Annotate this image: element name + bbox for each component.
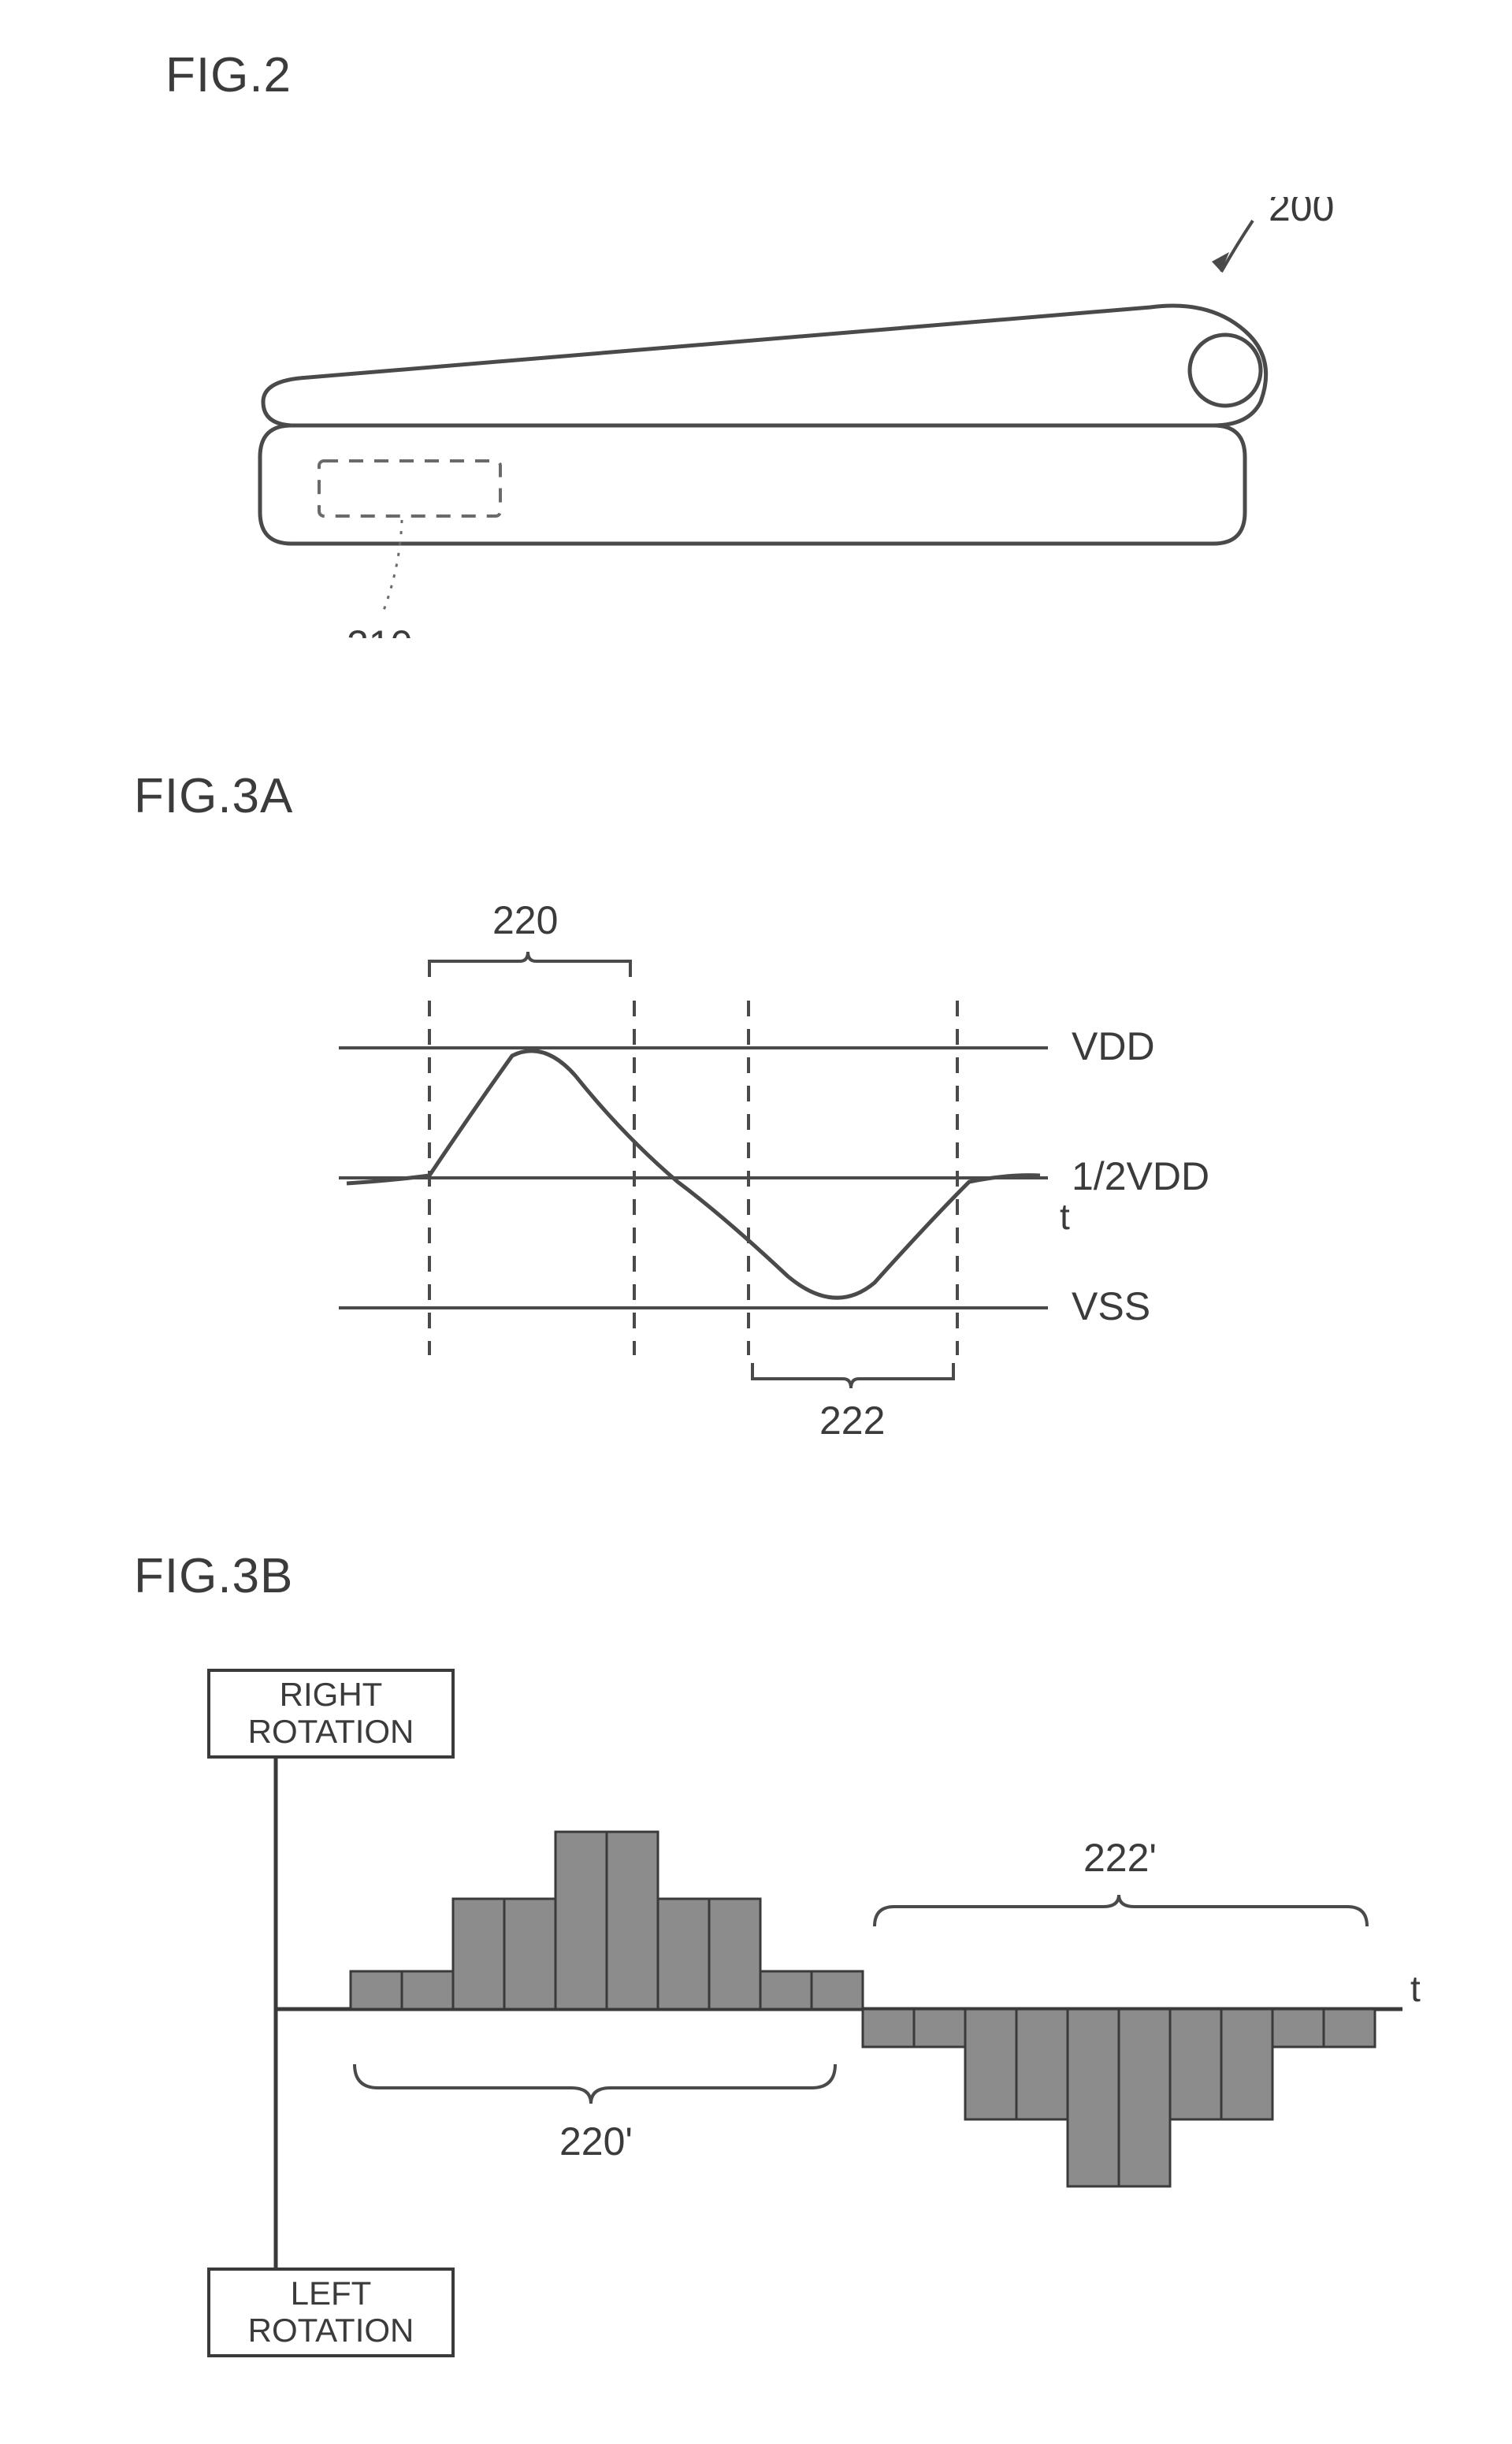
bracket-220p-text: 220'	[559, 2119, 633, 2164]
fig3a-drawing: 220 VDD 1/2VDD VSS t 222	[284, 890, 1308, 1458]
bar-up	[402, 1971, 453, 2009]
halfvdd-text: 1/2VDD	[1072, 1154, 1209, 1198]
t-text-3a: t	[1060, 1196, 1070, 1237]
bar-down	[863, 2009, 914, 2047]
left-rotation-box: LEFT ROTATION	[209, 2269, 453, 2356]
bar-down	[1221, 2009, 1272, 2119]
bar-up	[504, 1899, 555, 2009]
callout-200: 200	[1212, 197, 1334, 272]
fig2-drawing: 200 210	[205, 197, 1387, 638]
bar-up	[709, 1899, 760, 2009]
bar-down	[1119, 2009, 1170, 2186]
bar-up	[351, 1971, 402, 2009]
callout-200-text: 200	[1269, 197, 1334, 229]
right-rotation-box: RIGHT ROTATION	[209, 1670, 453, 1757]
bar-up	[812, 1971, 863, 2009]
bracket-220p: 220'	[355, 2064, 835, 2164]
bars	[351, 1832, 1375, 2186]
bar-down	[965, 2009, 1016, 2119]
page: FIG.2 200 210 FIG.3A	[0, 0, 1512, 2444]
device-lid	[263, 306, 1266, 425]
sensor-rect	[319, 461, 500, 516]
fig2-label: FIG.2	[165, 47, 292, 103]
fig3a-label: FIG.3A	[134, 768, 293, 824]
right-rotation-line1: RIGHT	[280, 1676, 383, 1713]
bar-down	[1272, 2009, 1324, 2047]
leader-210	[382, 520, 402, 615]
bar-up	[658, 1899, 709, 2009]
fig3b-drawing: RIGHT ROTATION LEFT ROTATION t 222'	[118, 1662, 1458, 2372]
bar-up	[760, 1971, 812, 2009]
left-rotation-line1: LEFT	[291, 2275, 372, 2312]
bracket-220: 220	[429, 898, 630, 977]
left-rotation-line2: ROTATION	[248, 2312, 414, 2349]
device-lower	[260, 425, 1245, 544]
bar-down	[1170, 2009, 1221, 2119]
fig3b-label: FIG.3B	[134, 1548, 293, 1604]
t-text-3b: t	[1410, 1968, 1421, 2009]
bracket-222p: 222'	[875, 1836, 1367, 1926]
bar-up	[453, 1899, 504, 2009]
hinge-circle	[1190, 335, 1261, 406]
bar-up	[555, 1832, 607, 2009]
bar-down	[1016, 2009, 1068, 2119]
vss-text: VSS	[1072, 1284, 1150, 1328]
bar-up	[607, 1832, 658, 2009]
right-rotation-line2: ROTATION	[248, 1713, 414, 1750]
bracket-220-text: 220	[492, 898, 558, 942]
bar-down	[1324, 2009, 1375, 2047]
vdd-text: VDD	[1072, 1024, 1155, 1068]
waveform	[347, 1051, 1040, 1298]
bar-down	[914, 2009, 965, 2047]
bracket-222: 222	[752, 1363, 953, 1443]
bar-down	[1068, 2009, 1119, 2186]
callout-210-text: 210	[347, 622, 412, 638]
bracket-222-text: 222	[819, 1398, 885, 1443]
bracket-222p-text: 222'	[1083, 1836, 1157, 1880]
